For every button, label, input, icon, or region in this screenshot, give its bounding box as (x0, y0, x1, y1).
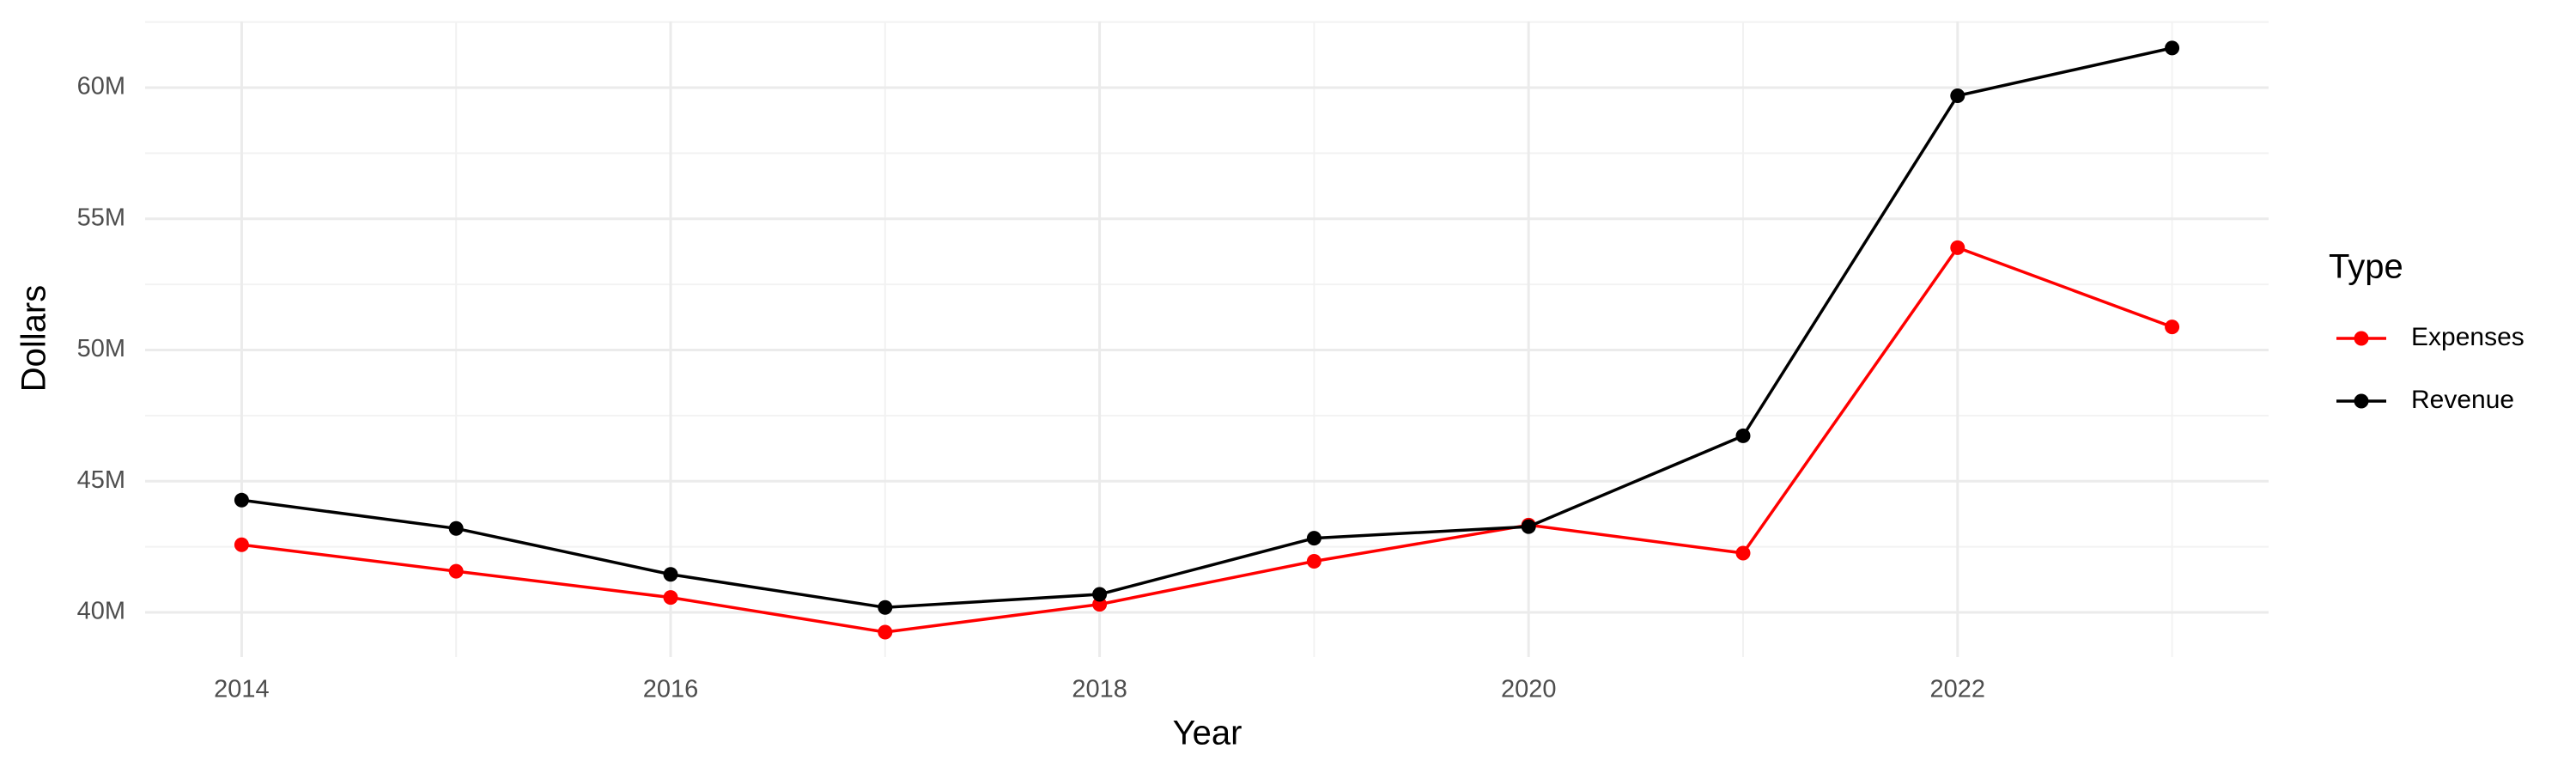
y-axis-title: Dollars (15, 285, 53, 392)
data-point (878, 600, 893, 615)
data-point (663, 590, 678, 606)
legend-marker (2354, 331, 2369, 346)
data-point (1950, 240, 1965, 255)
legend-label: Expenses (2411, 323, 2524, 351)
data-point (878, 624, 893, 640)
data-point (448, 563, 464, 579)
y-tick-label: 50M (77, 335, 125, 362)
y-tick-label: 60M (77, 73, 125, 100)
data-point (2165, 320, 2180, 335)
series-line (241, 46, 2172, 610)
x-tick-label: 2014 (214, 676, 270, 703)
data-point (1950, 88, 1965, 103)
data-point (234, 537, 249, 552)
grid (145, 21, 2269, 657)
data-point (1092, 587, 1108, 602)
y-tick-label: 55M (77, 204, 125, 231)
legend-title: Type (2329, 248, 2403, 286)
y-tick-label: 40M (77, 598, 125, 625)
data-point (1306, 553, 1321, 569)
legend-marker (2354, 393, 2369, 409)
legend-label: Revenue (2411, 386, 2514, 414)
data-point (2165, 40, 2180, 56)
x-tick-label: 2016 (643, 676, 699, 703)
data-point (234, 492, 249, 508)
series-line (241, 246, 2173, 634)
data-point (1306, 531, 1321, 546)
x-tick-label: 2018 (1072, 676, 1127, 703)
data-point (1735, 428, 1751, 443)
data-point (1521, 519, 1536, 534)
x-tick-label: 2020 (1501, 676, 1557, 703)
data-point (663, 567, 678, 582)
data-point (448, 520, 464, 536)
data-point (1735, 545, 1751, 561)
x-axis-title: Year (1173, 715, 1242, 752)
y-tick-label: 45M (77, 466, 125, 494)
x-tick-label: 2022 (1930, 676, 1986, 703)
